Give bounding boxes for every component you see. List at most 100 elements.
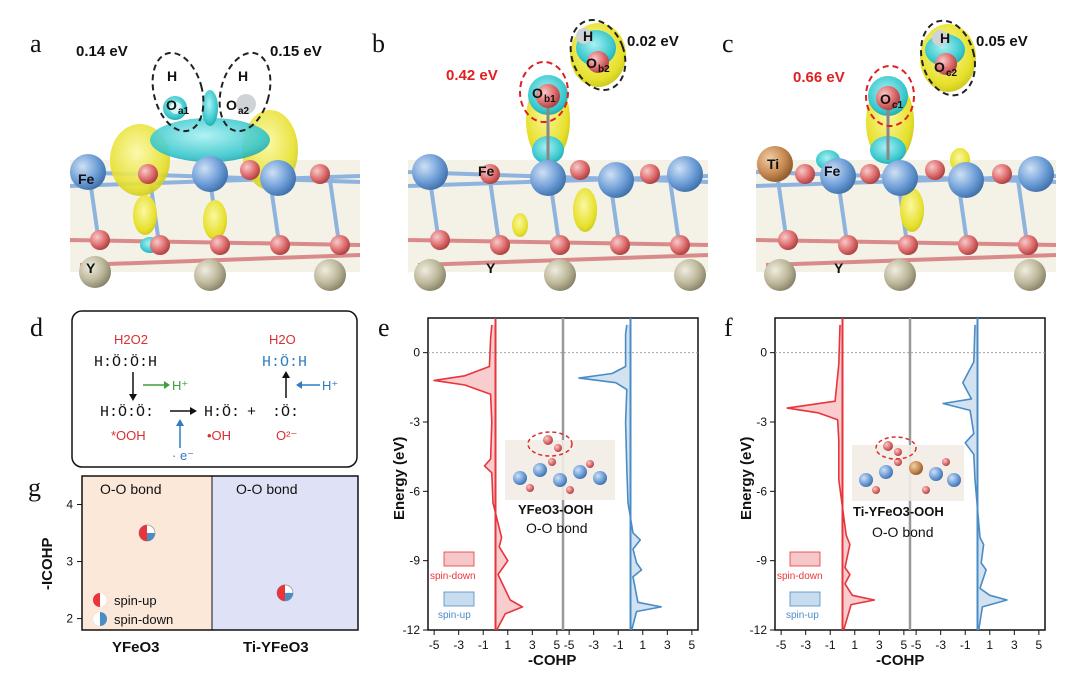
e-xtick-label: 5 (689, 638, 696, 652)
e-xtick-label: 5 (554, 638, 561, 652)
e-legend-down: spin-down (430, 571, 476, 582)
e-xlabel: -COHP (528, 652, 576, 669)
e-spin-up-line (578, 324, 662, 631)
arrow-electron-head (176, 419, 184, 426)
f-xtick-label: -1 (825, 638, 836, 652)
f-xtick-label: 5 (1036, 638, 1043, 652)
plus-sign: + (247, 404, 256, 421)
e-xtick-label: -1 (478, 638, 489, 652)
g-ylabel: -ICOHP (39, 538, 56, 591)
g-ytick-label: 2 (66, 612, 73, 626)
f-xtick-label: -3 (800, 638, 811, 652)
label-electron: · e⁻ (172, 448, 194, 463)
g-yaxis: 2 3 4 (66, 498, 82, 626)
f-ytick-label: 0 (760, 346, 767, 360)
f-spin-down-line (786, 324, 876, 631)
e-spin-down-area (434, 324, 523, 630)
atom-o-b1-sub: b1 (544, 94, 556, 105)
atom-o-a1: O (166, 97, 177, 113)
f-legend-down-swatch (789, 551, 821, 567)
e-ytick-label: -12 (403, 623, 421, 637)
label-h2o2: H2O2 (114, 332, 148, 347)
f-legend-up: spin-up (786, 610, 819, 621)
energy-b-left: 0.42 eV (446, 67, 498, 84)
energy-a-right: 0.15 eV (270, 43, 322, 60)
label-o2: O²⁻ (276, 428, 297, 443)
panel-f: f 0-3-6-9-12-5 -3 -1 1 3 5 -5 -3 -1 1 3 5 Energy (e… (724, 313, 1046, 669)
f-ytick-label: -6 (756, 484, 767, 498)
atom-y-c: Y (834, 260, 844, 276)
arrow-hplus-left-head (164, 381, 170, 389)
arrow-hplus-right-head (296, 381, 302, 389)
panel-d: d H2O2 H2O H:Ö:Ö:H H:Ö:H H⁺ H⁺ H:Ö:Ö: H:… (30, 310, 358, 468)
struct-h2o2: H:Ö:Ö:H (94, 353, 157, 371)
e-legend-down-swatch (443, 551, 475, 567)
f-bond-label: O-O bond (872, 524, 933, 540)
f-xtick-label: 3 (1011, 638, 1018, 652)
atom-y-a: Y (86, 260, 96, 276)
arrow-up-2-head (282, 371, 290, 378)
f-inset-label: Ti-YFeO3-OOH (853, 504, 944, 519)
g-point-spin-up (139, 525, 147, 542)
atom-o-c2-sub: c2 (946, 68, 958, 79)
g-point-1 (276, 584, 294, 602)
struct-oh: H:Ö: (204, 403, 240, 421)
mechanism-box (71, 310, 358, 468)
f-legend-up-swatch (789, 591, 821, 607)
atom-y-b: Y (486, 260, 496, 276)
atom-fe-c: Fe (824, 163, 841, 179)
e-legend-up: spin-up (438, 610, 471, 621)
slab-c (755, 19, 1057, 291)
atom-o-a2-sub: a2 (238, 106, 250, 117)
atom-o-a2: O (226, 97, 237, 113)
e-spin-down-line (433, 324, 524, 631)
f-inset (852, 436, 964, 501)
g-point-spin-down (285, 592, 293, 601)
energy-a-left: 0.14 eV (76, 43, 128, 60)
g-bond-left: O-O bond (100, 481, 161, 497)
atom-ti-c: Ti (767, 156, 779, 172)
panel-a: a 0.14 eV 0.15 eV (30, 29, 361, 291)
panel-e: e 0-3-6-9-12-5 -3 -1 1 3 5 -5 -3 -1 1 3 5 Energy (e… (378, 313, 699, 669)
panel-label-b: b (372, 29, 385, 58)
g-bond-right: O-O bond (236, 481, 297, 497)
e-ytick-label: -6 (409, 484, 420, 498)
g-legend-down: spin-down (114, 612, 173, 627)
f-xtick-label: -5 (776, 638, 787, 652)
f-legend-down: spin-down (777, 571, 823, 582)
f-spin-down-area (787, 324, 875, 630)
e-legend-up-swatch (443, 591, 475, 607)
g-ytick-label: 3 (66, 555, 73, 569)
g-points (138, 524, 294, 602)
label-ooh: *OOH (111, 428, 146, 443)
e-inset-label: YFeO3-OOH (518, 502, 593, 517)
arrow-right-head (190, 407, 197, 415)
atom-h-a1: H (167, 68, 177, 84)
arrow-down-1-head (129, 394, 137, 401)
e-bond-label: O-O bond (526, 520, 587, 536)
panel-label-g: g (28, 473, 41, 502)
atom-h-a2: H (238, 68, 248, 84)
panel-label-f: f (724, 313, 733, 342)
g-ytick-label: 4 (66, 498, 73, 512)
f-xtick-label: 1 (986, 638, 993, 652)
atom-h-c: H (940, 30, 950, 46)
atom-o-b1: O (532, 85, 543, 101)
struct-ooh: H:Ö:Ö: (100, 403, 154, 421)
f-xtick-label: 3 (876, 638, 883, 652)
e-xtick-label: 1 (504, 638, 511, 652)
panel-label-c: c (722, 29, 734, 58)
panel-b: b 0.42 eV 0.02 eV (372, 19, 709, 291)
f-ytick-label: -12 (750, 623, 768, 637)
g-bg-right (212, 476, 358, 630)
g-point-spin-up (277, 584, 285, 601)
f-xtick-label: -1 (960, 638, 971, 652)
g-cat-0: YFeO3 (112, 639, 160, 656)
e-xtick-label: -5 (564, 638, 575, 652)
atom-o-c1-sub: c1 (892, 100, 904, 111)
energy-b-right: 0.02 eV (627, 33, 679, 50)
f-ylabel: Energy (eV) (738, 437, 755, 520)
f-xtick-label: 5 (901, 638, 908, 652)
g-legend-up: spin-up (114, 593, 157, 608)
